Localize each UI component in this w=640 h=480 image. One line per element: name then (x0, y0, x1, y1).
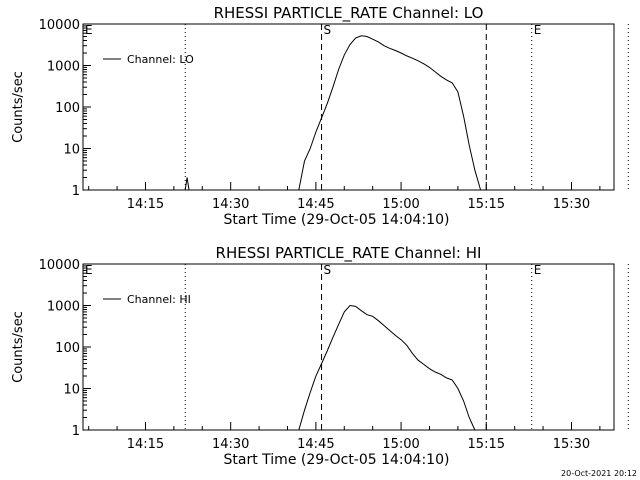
x-axis-label: Start Time (29-Oct-05 14:04:10) (224, 452, 450, 468)
x-tick-label: 15:00 (382, 437, 419, 452)
x-axis-label: Start Time (29-Oct-05 14:04:10) (224, 212, 450, 228)
event-marker-label: E (85, 23, 93, 37)
y-tick-label: 10000 (39, 258, 80, 273)
y-tick-label: 10 (63, 383, 80, 398)
y-tick-label: 10 (63, 143, 80, 158)
x-tick-label: 14:15 (127, 197, 164, 212)
series-line (184, 35, 482, 191)
x-tick-label: 15:15 (468, 197, 505, 212)
footer-timestamp: 20-Oct-2021 20:12 (561, 469, 637, 478)
x-tick-label: 14:30 (212, 437, 249, 452)
plot-frame (82, 23, 615, 191)
event-marker-label: E (534, 23, 542, 37)
y-tick-label: 10000 (39, 18, 80, 33)
y-tick-label: 1 (72, 424, 80, 439)
x-tick-label: 14:45 (297, 197, 334, 212)
series-line (298, 304, 476, 431)
y-axis-label: Counts/sec (11, 71, 26, 143)
x-tick-label: 15:15 (468, 437, 505, 452)
event-marker-label: E (85, 263, 93, 277)
y-tick-label: 100 (55, 341, 80, 356)
event-marker-label: E (534, 263, 542, 277)
event-marker-label: S (324, 23, 332, 37)
x-tick-label: 14:15 (127, 437, 164, 452)
x-tick-label: 14:30 (212, 197, 249, 212)
x-tick-label: 14:45 (297, 437, 334, 452)
y-tick-label: 100 (55, 101, 80, 116)
event-marker-label: S (324, 263, 332, 277)
x-tick-label: 15:30 (553, 437, 590, 452)
chart-title: RHESSI PARTICLE_RATE Channel: LO (214, 4, 484, 23)
y-axis-label: Counts/sec (11, 311, 26, 383)
legend-label: Channel: HI (127, 293, 191, 306)
y-tick-label: 1000 (47, 60, 80, 75)
x-tick-label: 15:00 (382, 197, 419, 212)
legend-label: Channel: LO (127, 53, 194, 66)
y-tick-label: 1 (72, 184, 80, 199)
chart-title: RHESSI PARTICLE_RATE Channel: HI (216, 244, 482, 263)
y-tick-label: 1000 (47, 300, 80, 315)
plot-frame (82, 263, 615, 431)
x-tick-label: 15:30 (553, 197, 590, 212)
